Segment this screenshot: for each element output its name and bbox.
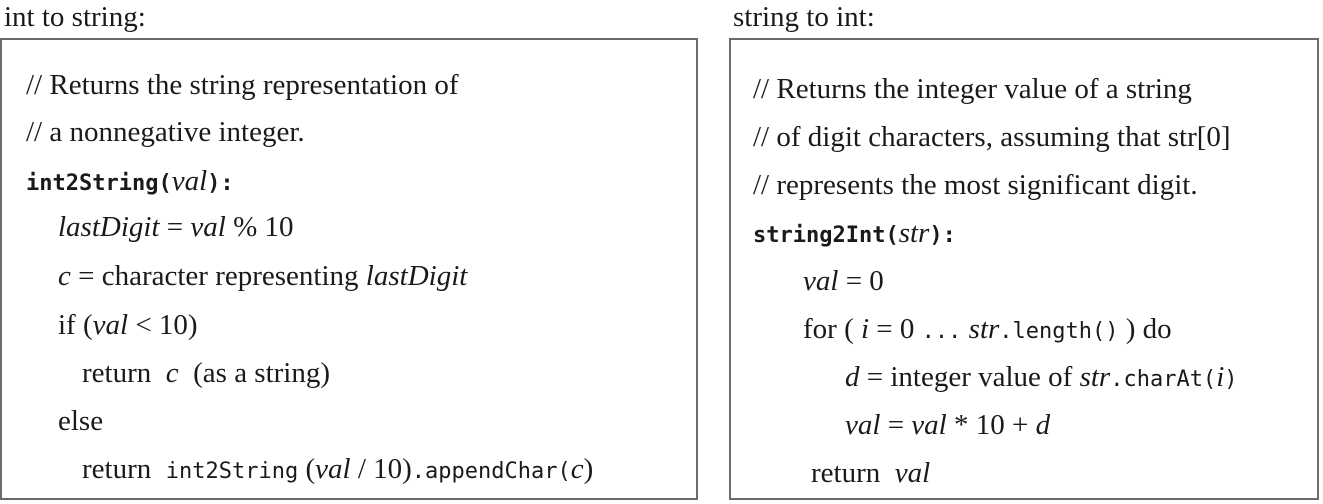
code-line-6: return int2String (val / 10).appendChar(… bbox=[82, 452, 593, 489]
var-c: c bbox=[165, 357, 179, 389]
range-start: = 0 bbox=[869, 313, 922, 345]
signature-close: ): bbox=[207, 171, 234, 196]
string2int-panel: // Returns the integer value of a string… bbox=[729, 38, 1319, 500]
code-line-1: val = 0 bbox=[803, 264, 884, 298]
method-appendChar: .appendChar( bbox=[411, 459, 571, 484]
assign: = bbox=[159, 211, 191, 243]
keyword-do: ) do bbox=[1118, 313, 1172, 345]
var-d: d bbox=[845, 361, 860, 393]
expr: / 10) bbox=[350, 453, 412, 485]
paren-open: ( bbox=[298, 453, 316, 485]
assign: = bbox=[880, 409, 912, 441]
var-lastDigit: lastDigit bbox=[365, 260, 468, 292]
paren-close: ) bbox=[1224, 367, 1238, 392]
keyword-return: return bbox=[811, 457, 895, 489]
var-str: str bbox=[1079, 361, 1111, 393]
right-comment-line-1: // Returns the integer value of a string bbox=[753, 73, 1192, 105]
function-name: string2Int( bbox=[753, 223, 899, 248]
paren-close: ) bbox=[583, 453, 594, 485]
var-str: str bbox=[968, 313, 1000, 345]
assign-text: = integer value of bbox=[859, 361, 1080, 393]
assign: = 0 bbox=[838, 265, 884, 297]
keyword-if: if ( bbox=[58, 309, 93, 341]
right-comment-line-2: // of digit characters, assuming that st… bbox=[753, 121, 1231, 153]
code-line-4: return c (as a string) bbox=[82, 356, 330, 390]
code-line-3: d = integer value of str.charAt(i) bbox=[845, 360, 1238, 397]
int2string-panel: // Returns the string representation of … bbox=[0, 38, 698, 500]
var-i: i bbox=[1216, 361, 1225, 393]
var-val: val bbox=[911, 409, 947, 441]
range-dots: ... bbox=[921, 319, 962, 344]
space bbox=[961, 313, 968, 345]
code-line-5: else bbox=[58, 404, 103, 438]
int2string-signature: int2String(val): bbox=[26, 164, 234, 201]
right-comment-line-3: // represents the most significant digit… bbox=[753, 169, 1198, 201]
var-val: val bbox=[315, 453, 351, 485]
call-int2string: int2String bbox=[165, 459, 299, 484]
keyword-else: else bbox=[58, 405, 104, 437]
expr: % 10 bbox=[225, 211, 294, 243]
left-comment-line-2: // a nonnegative integer. bbox=[26, 116, 305, 148]
var-val: val bbox=[92, 309, 129, 341]
var-val: val bbox=[190, 211, 226, 243]
var-val: val bbox=[894, 457, 931, 489]
note: (as a string) bbox=[178, 357, 331, 389]
var-lastDigit: lastDigit bbox=[58, 211, 160, 243]
function-name: int2String( bbox=[26, 171, 172, 196]
var-val: val bbox=[845, 409, 881, 441]
method-length: .length() bbox=[999, 319, 1119, 344]
string2int-signature: string2Int(str): bbox=[753, 216, 956, 253]
signature-close: ): bbox=[929, 223, 956, 248]
keyword-return: return bbox=[82, 453, 166, 485]
var-c: c bbox=[570, 453, 584, 485]
var-d: d bbox=[1035, 409, 1051, 441]
var-c: c bbox=[58, 260, 71, 292]
method-charAt: .charAt( bbox=[1110, 367, 1217, 392]
code-line-5: return val bbox=[811, 456, 930, 490]
expr: * 10 + bbox=[946, 409, 1036, 441]
right-caption: string to int: bbox=[733, 1, 875, 33]
assign-text: = character representing bbox=[70, 260, 366, 292]
var-val: val bbox=[803, 265, 839, 297]
param: str bbox=[898, 217, 930, 249]
left-caption: int to string: bbox=[4, 1, 146, 33]
code-line-2: c = character representing lastDigit bbox=[58, 259, 467, 293]
keyword-for: for ( bbox=[803, 313, 861, 345]
code-line-2: for ( i = 0 ... str.length() ) do bbox=[803, 312, 1172, 349]
condition: < 10) bbox=[128, 309, 198, 341]
left-comment-line-1: // Returns the string representation of bbox=[26, 69, 459, 101]
keyword-return: return bbox=[82, 357, 166, 389]
var-i: i bbox=[860, 313, 870, 345]
param: val bbox=[171, 165, 208, 197]
code-line-1: lastDigit = val % 10 bbox=[58, 210, 293, 244]
code-line-4: val = val * 10 + d bbox=[845, 408, 1050, 442]
code-line-3: if (val < 10) bbox=[58, 308, 198, 342]
